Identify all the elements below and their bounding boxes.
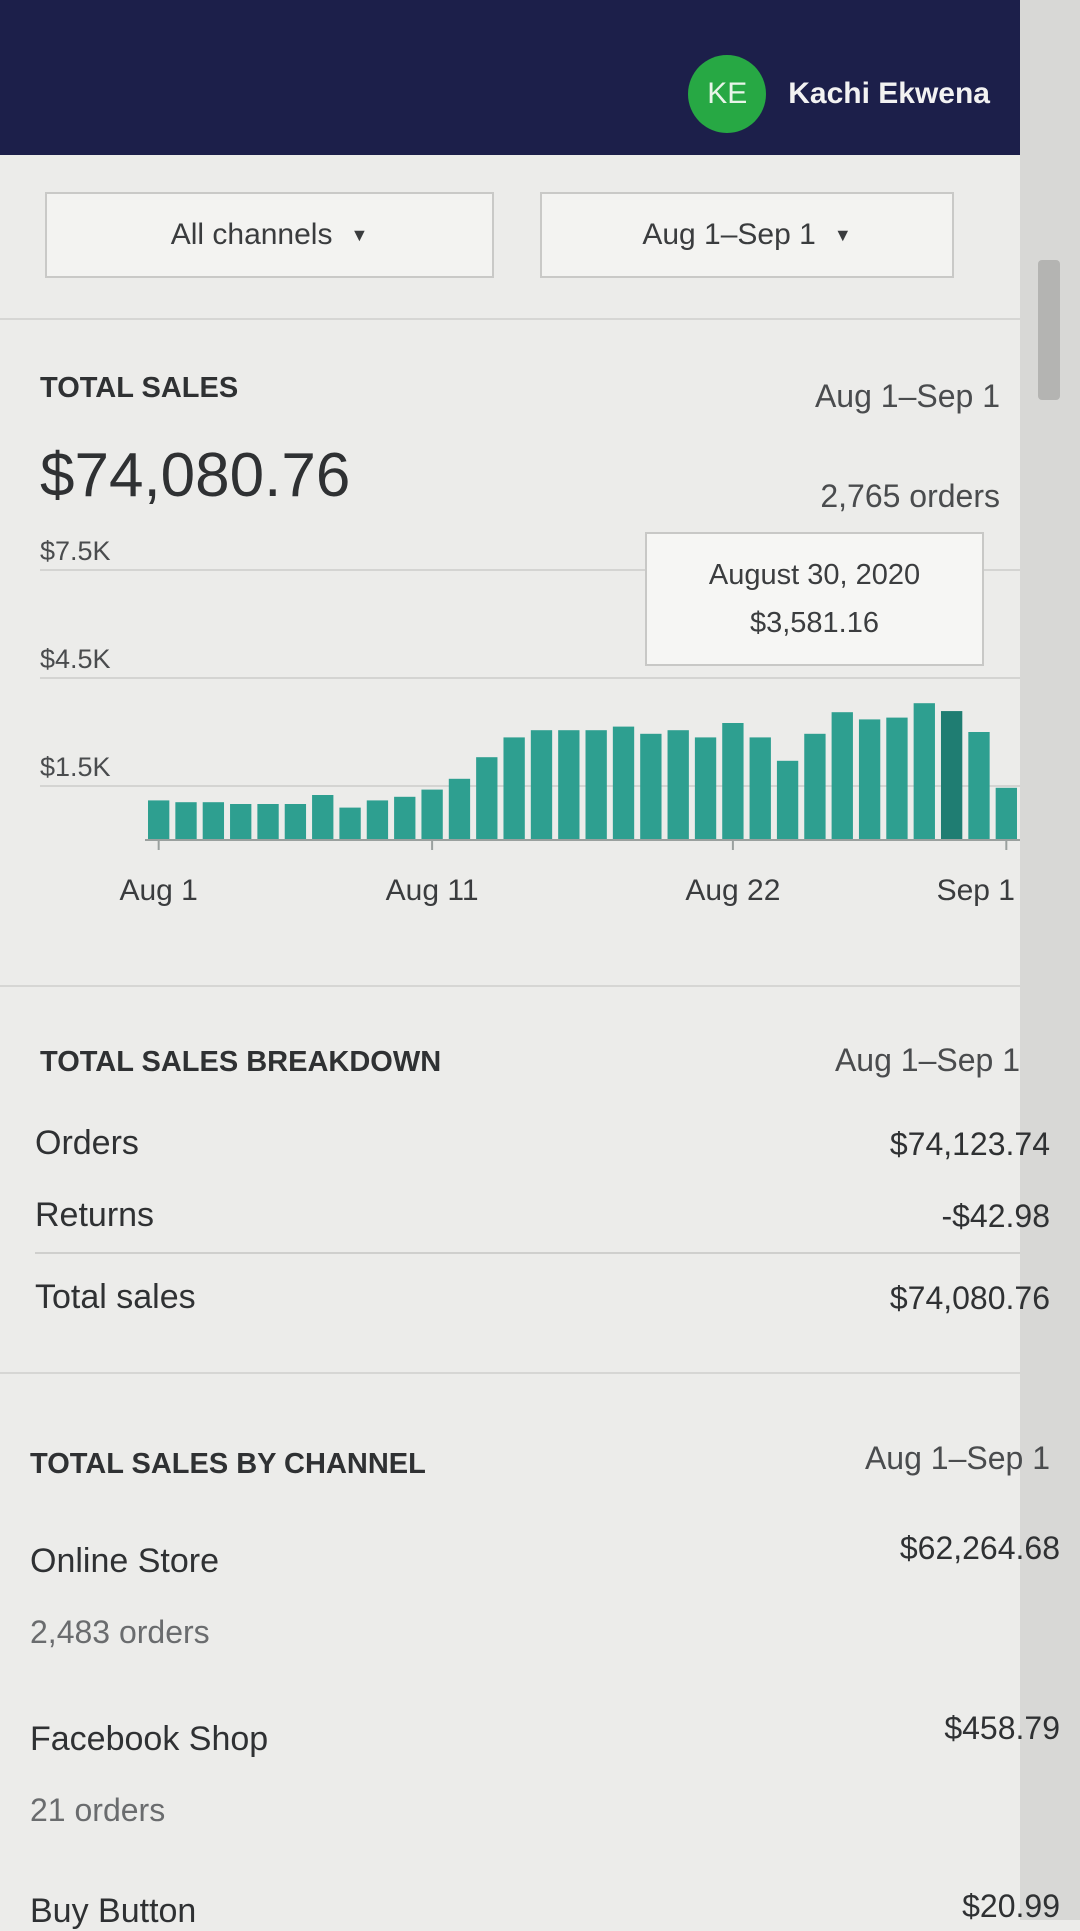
total-sales-range: Aug 1–Sep 1 <box>814 378 1000 414</box>
bar[interactable] <box>886 717 908 840</box>
channel-orders-online-store: 2,483 orders <box>30 1614 210 1650</box>
date-range-dropdown[interactable]: Aug 1–Sep 1 ▼ <box>540 192 954 278</box>
total-sales-value: $74,080.76 <box>889 1280 1050 1316</box>
divider <box>0 985 1020 987</box>
bar[interactable] <box>667 730 689 840</box>
sales-bar-chart[interactable]: $7.5K $4.5K $1.5K Aug 1 Aug 11 Aug 22 Sep 1 <box>0 540 1020 920</box>
bar[interactable] <box>722 723 744 840</box>
orders-count: 2,765 orders <box>820 478 1000 514</box>
bar[interactable] <box>995 787 1017 840</box>
bar[interactable] <box>804 733 826 840</box>
breakdown-title: TOTAL SALES BREAKDOWN <box>40 1046 442 1078</box>
divider <box>35 1252 1020 1254</box>
x-tick-label: Aug 22 <box>685 874 780 907</box>
channel-name-buy-button[interactable]: Buy Button <box>30 1892 197 1930</box>
bar[interactable] <box>612 726 635 840</box>
returns-value: -$42.98 <box>941 1198 1050 1234</box>
bar[interactable] <box>694 737 717 840</box>
bar[interactable] <box>202 802 225 840</box>
date-range-label: Aug 1–Sep 1 <box>642 218 816 251</box>
bar[interactable] <box>503 737 525 840</box>
avatar[interactable]: KE <box>688 55 767 133</box>
user-menu[interactable]: KE Kachi Ekwena <box>688 55 990 133</box>
chevron-down-icon: ▼ <box>833 224 852 245</box>
bar[interactable] <box>913 703 935 840</box>
bar[interactable] <box>530 730 553 840</box>
breakdown-range: Aug 1–Sep 1 <box>834 1042 1020 1078</box>
bar[interactable] <box>968 732 990 840</box>
channel-filter-label: All channels <box>170 218 333 251</box>
bar[interactable] <box>558 730 580 840</box>
channel-name-facebook-shop[interactable]: Facebook Shop <box>30 1720 269 1758</box>
bar[interactable] <box>230 804 252 840</box>
bar[interactable] <box>640 733 662 840</box>
bar[interactable] <box>858 719 881 840</box>
total-sales-title: TOTAL SALES <box>40 372 239 404</box>
chevron-down-icon: ▼ <box>350 224 369 245</box>
by-channel-range: Aug 1–Sep 1 <box>864 1440 1050 1476</box>
channel-orders-facebook-shop: 21 orders <box>30 1792 166 1828</box>
by-channel-title: TOTAL SALES BY CHANNEL <box>30 1448 426 1480</box>
x-tick-label: Aug 11 <box>386 874 479 907</box>
bar[interactable] <box>940 711 963 840</box>
channel-value-buy-button: $20.99 <box>962 1888 1060 1924</box>
x-tick-label: Aug 1 <box>119 874 197 907</box>
x-tick-label: Sep 1 <box>937 874 1015 907</box>
bar[interactable] <box>148 800 170 840</box>
bar[interactable] <box>585 730 607 840</box>
orders-label: Orders <box>35 1124 139 1162</box>
channel-filter-dropdown[interactable]: All channels ▼ <box>45 192 494 278</box>
total-sales-label: Total sales <box>35 1278 196 1316</box>
total-sales-amount: $74,080.76 <box>40 441 351 510</box>
chart-tooltip: August 30, 2020 $3,581.16 <box>645 532 984 666</box>
bar[interactable] <box>421 789 443 840</box>
bar[interactable] <box>831 712 853 840</box>
y-tick-label: $1.5K <box>40 752 111 782</box>
user-name[interactable]: Kachi Ekwena <box>788 77 990 110</box>
bar[interactable] <box>175 802 197 840</box>
bar[interactable] <box>749 737 771 840</box>
y-tick-label: $7.5K <box>40 540 111 566</box>
channel-value-facebook-shop: $458.79 <box>944 1710 1060 1746</box>
bar[interactable] <box>366 800 389 840</box>
top-bar: KE Kachi Ekwena <box>0 0 1020 155</box>
orders-value: $74,123.74 <box>889 1126 1050 1162</box>
y-tick-label: $4.5K <box>40 644 111 674</box>
bar[interactable] <box>257 804 279 840</box>
bar[interactable] <box>394 796 416 840</box>
bar[interactable] <box>476 757 498 840</box>
channel-value-online-store: $62,264.68 <box>899 1530 1060 1566</box>
bar[interactable] <box>284 804 307 840</box>
bar[interactable] <box>448 778 471 840</box>
tooltip-value: $3,581.16 <box>749 607 879 639</box>
divider <box>0 318 1020 320</box>
bar[interactable] <box>776 760 799 840</box>
returns-label: Returns <box>35 1196 155 1234</box>
bar[interactable] <box>312 795 334 840</box>
scrollbar-thumb[interactable] <box>1038 260 1060 400</box>
bar[interactable] <box>339 807 361 840</box>
channel-name-online-store[interactable]: Online Store <box>30 1542 219 1580</box>
tooltip-date: August 30, 2020 <box>708 559 921 591</box>
divider <box>0 1372 1020 1374</box>
